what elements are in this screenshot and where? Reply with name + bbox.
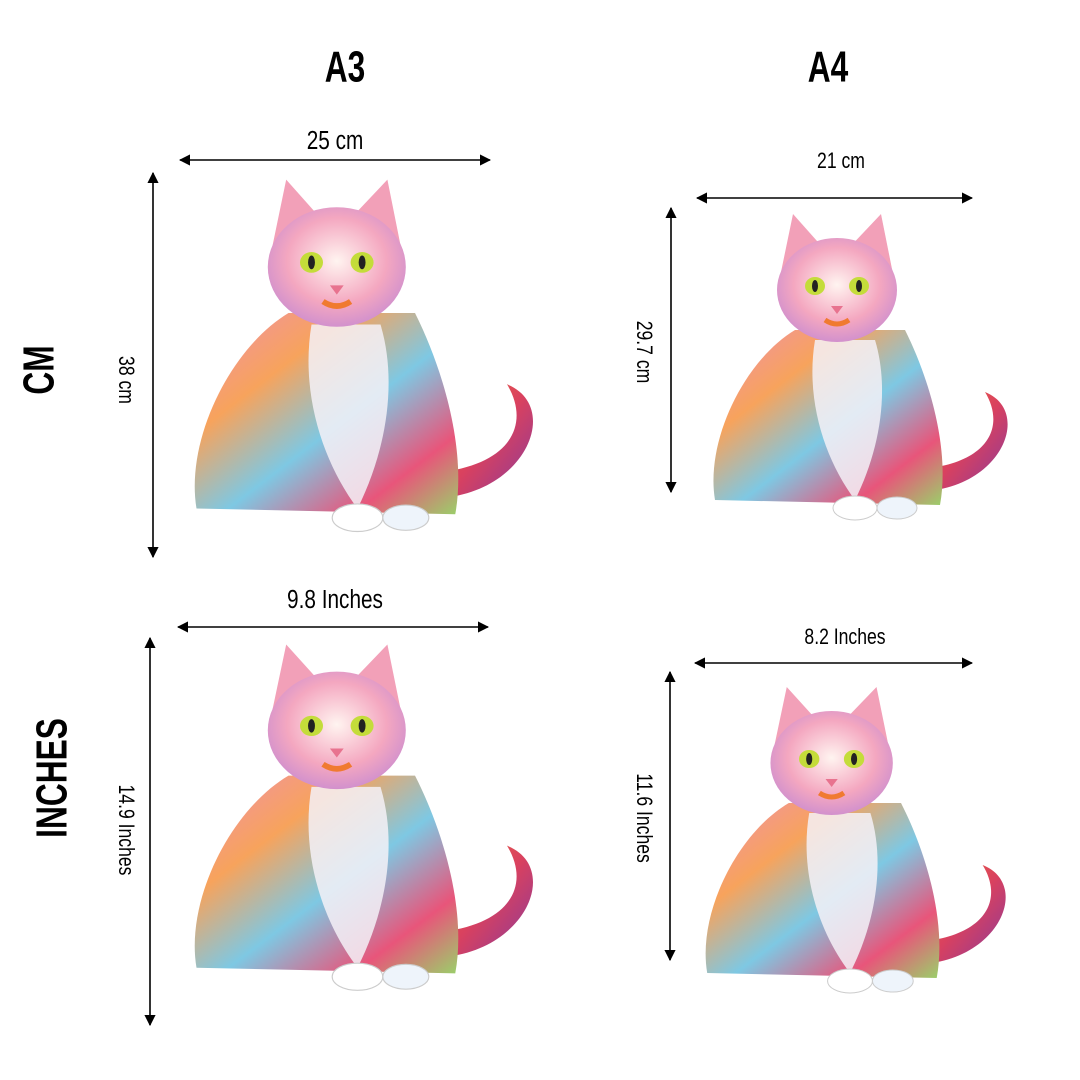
row-header: CM xyxy=(15,345,64,394)
product-image xyxy=(706,687,1006,993)
height-label: 14.9 Inches xyxy=(114,785,138,876)
height-label: 29.7 cm xyxy=(632,321,656,384)
column-header: A4 xyxy=(808,43,849,92)
row-header: INCHES xyxy=(28,718,77,838)
height-label: 11.6 Inches xyxy=(632,773,656,863)
column-header: A3 xyxy=(325,43,365,92)
width-label: 21 cm xyxy=(817,149,865,173)
width-label: 8.2 Inches xyxy=(804,625,885,649)
width-label: 25 cm xyxy=(307,126,364,155)
product-image xyxy=(195,180,533,532)
product-image xyxy=(195,645,533,991)
height-label: 38 cm xyxy=(114,356,138,404)
product-image xyxy=(713,214,1007,520)
width-label: 9.8 Inches xyxy=(287,585,383,614)
